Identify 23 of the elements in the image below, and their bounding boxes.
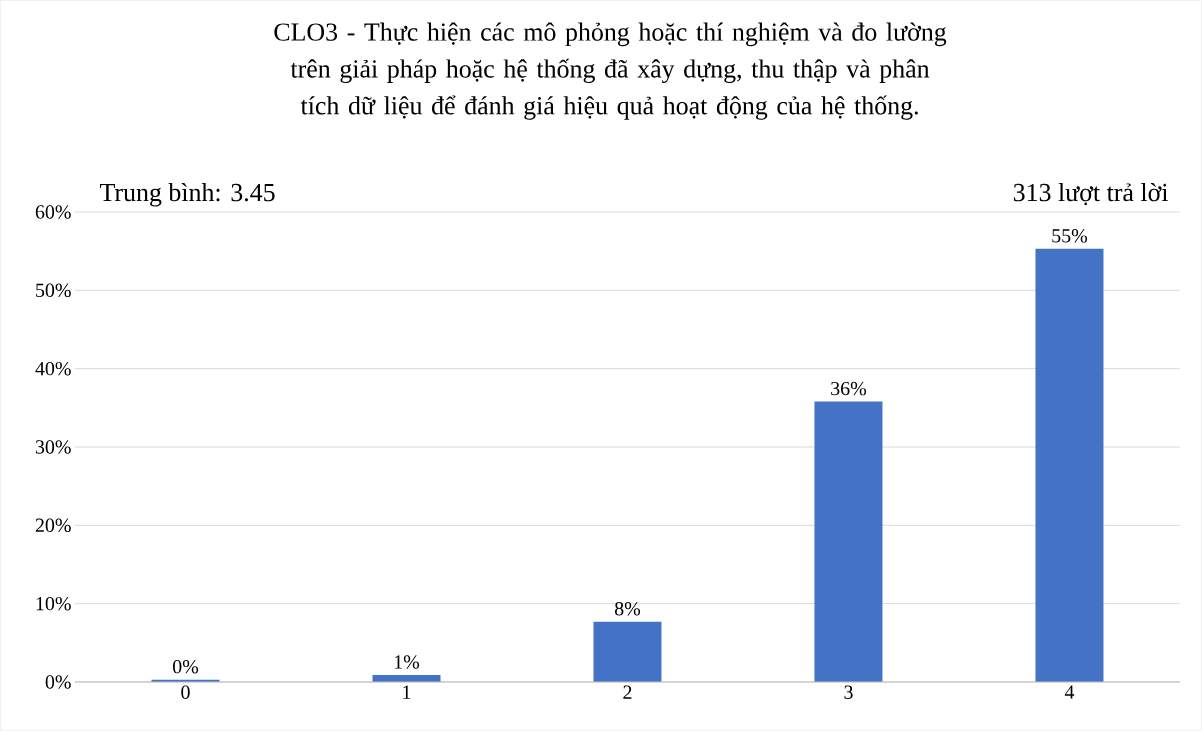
data-label: 8% [614,601,641,616]
x-tick-label: 0 [181,685,190,699]
data-label: 1% [394,655,420,669]
bar [1035,248,1104,682]
data-label: 36% [831,381,867,396]
text: 313 lượt trả lời [1013,182,1169,206]
x-tick-label: 3 [844,685,853,699]
y-tick-label: 30% [35,440,71,454]
x-tick-label: 4 [1064,685,1075,699]
y-tick-label: 10% [36,596,71,611]
x-tick-label: 2 [623,685,632,699]
chart-title: CLO3 - Thực hiện các mô phỏng hoặc thí nghiệm và đo lường trên giải pháp hoặc hệ thống đã xây dựng, thu thập và phân tích dữ liệu để đánh giá hiệu quả hoạt động của hệ thống. [274,22,947,120]
data-label: 0% [172,659,199,674]
bar [593,621,662,682]
y-tick-label: 60% [35,205,71,219]
data-label: 55% [1052,229,1088,243]
y-tick-label: 40% [35,361,71,376]
y-tick-label: 50% [36,283,71,298]
text: Trung bình: 3.45 [100,182,275,207]
x-tick-label: 1 [403,685,411,699]
y-tick-label: 0% [45,675,71,689]
y-tick-label: 20% [35,518,71,533]
bar [814,401,883,682]
